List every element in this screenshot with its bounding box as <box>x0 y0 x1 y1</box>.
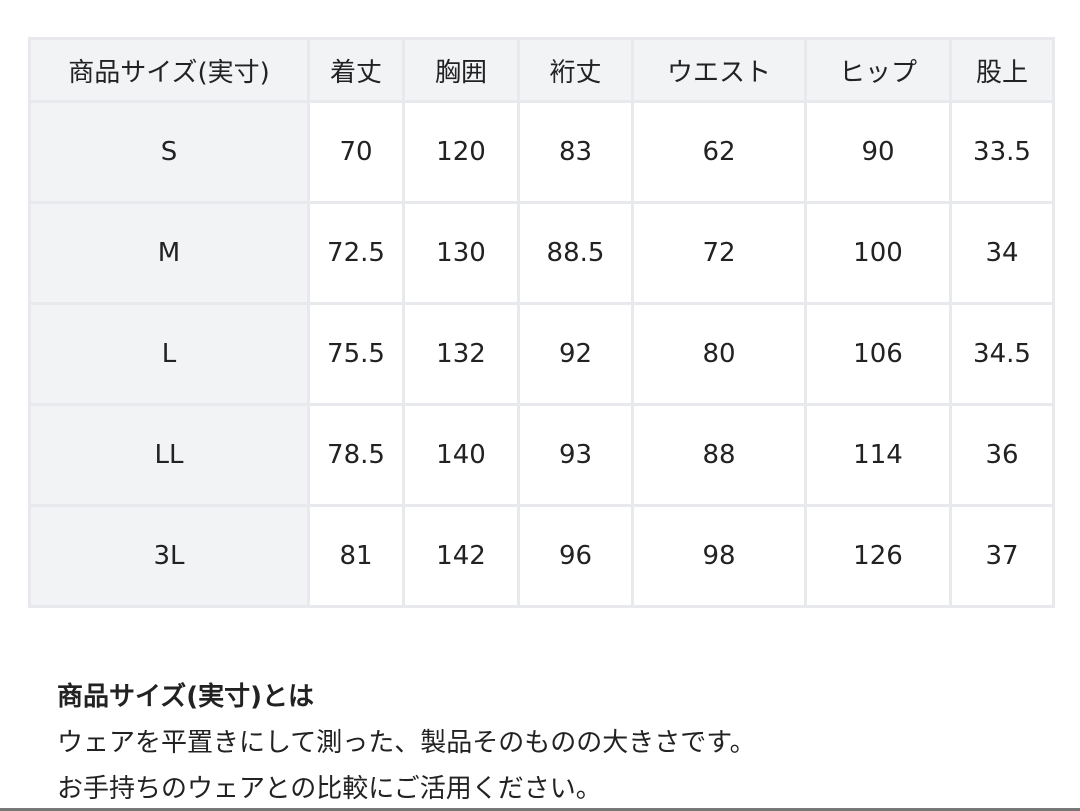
note-line-1: ウェアを平置きにして測った、製品そのものの大きさです。 <box>57 728 756 758</box>
size-label: S <box>28 100 310 204</box>
measurement-cell: 88 <box>631 403 807 507</box>
note-line-2: お手持ちのウェアとの比較にご活用ください。 <box>57 774 602 804</box>
measurement-cell: 98 <box>631 504 807 608</box>
table-row: LL 78.5 140 93 88 114 36 <box>28 403 1055 507</box>
measurement-cell: 70 <box>307 100 405 204</box>
measurement-cell: 126 <box>804 504 952 608</box>
measurement-cell: 80 <box>631 302 807 406</box>
measurement-cell: 140 <box>402 403 520 507</box>
measurement-cell: 93 <box>517 403 634 507</box>
measurement-cell: 100 <box>804 201 952 305</box>
table-row: 3L 81 142 96 98 126 37 <box>28 504 1055 608</box>
column-header: 着丈 <box>307 37 405 103</box>
measurement-cell: 96 <box>517 504 634 608</box>
measurement-cell: 34.5 <box>949 302 1055 406</box>
measurement-cell: 75.5 <box>307 302 405 406</box>
table-row: M 72.5 130 88.5 72 100 34 <box>28 201 1055 305</box>
measurement-cell: 106 <box>804 302 952 406</box>
size-label: M <box>28 201 310 305</box>
column-header: 裄丈 <box>517 37 634 103</box>
divider <box>0 808 1080 811</box>
measurement-cell: 78.5 <box>307 403 405 507</box>
measurement-cell: 81 <box>307 504 405 608</box>
measurement-cell: 62 <box>631 100 807 204</box>
size-label: 3L <box>28 504 310 608</box>
size-table: 商品サイズ(実寸) 着丈 胸囲 裄丈 ウエスト ヒップ 股上 S 70 120 83 62 90 33.… <box>28 37 1055 608</box>
column-header: 胸囲 <box>402 37 520 103</box>
measurement-cell: 120 <box>402 100 520 204</box>
table-row: S 70 120 83 62 90 33.5 <box>28 100 1055 204</box>
measurement-cell: 132 <box>402 302 520 406</box>
measurement-cell: 92 <box>517 302 634 406</box>
size-label: L <box>28 302 310 406</box>
column-header: ヒップ <box>804 37 952 103</box>
measurement-cell: 37 <box>949 504 1055 608</box>
measurement-cell: 36 <box>949 403 1055 507</box>
measurement-cell: 34 <box>949 201 1055 305</box>
measurement-cell: 83 <box>517 100 634 204</box>
column-header: 股上 <box>949 37 1055 103</box>
measurement-cell: 72.5 <box>307 201 405 305</box>
measurement-cell: 88.5 <box>517 201 634 305</box>
column-header: ウエスト <box>631 37 807 103</box>
measurement-cell: 72 <box>631 201 807 305</box>
measurement-cell: 33.5 <box>949 100 1055 204</box>
measurement-cell: 142 <box>402 504 520 608</box>
measurement-cell: 130 <box>402 201 520 305</box>
measurement-cell: 114 <box>804 403 952 507</box>
table-row: L 75.5 132 92 80 106 34.5 <box>28 302 1055 406</box>
header-row: 商品サイズ(実寸) 着丈 胸囲 裄丈 ウエスト ヒップ 股上 <box>28 37 1055 103</box>
note-title: 商品サイズ(実寸)とは <box>57 682 314 712</box>
measurement-cell: 90 <box>804 100 952 204</box>
size-label: LL <box>28 403 310 507</box>
column-header: 商品サイズ(実寸) <box>28 37 310 103</box>
